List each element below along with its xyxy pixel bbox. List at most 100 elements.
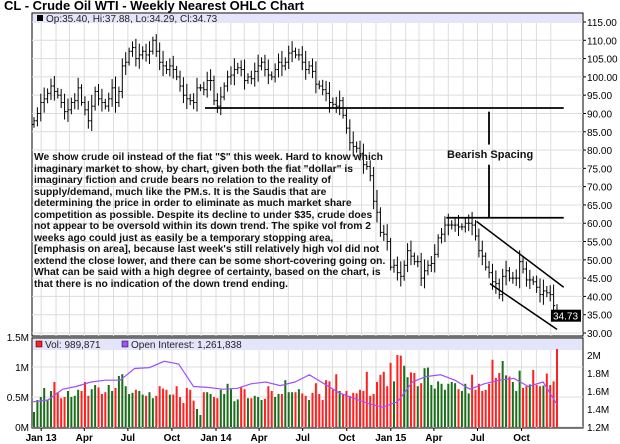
volume-bar: [267, 386, 270, 427]
volume-bar: [355, 393, 358, 427]
volume-bar: [342, 394, 345, 427]
volume-bar: [348, 395, 351, 427]
volume-bar: [284, 380, 287, 427]
volume-bar: [287, 392, 290, 427]
volume-bar: [484, 389, 487, 427]
volume-bar: [63, 397, 66, 427]
volume-bar: [528, 384, 531, 427]
volume-bar: [477, 383, 480, 427]
volume-bar: [328, 381, 331, 427]
volume-bar: [311, 392, 314, 427]
volume-bar: [253, 395, 256, 427]
volume-bar: [141, 394, 144, 427]
volume-tick-label: 1M: [15, 363, 29, 374]
oi-tick-label: 2M: [587, 351, 601, 362]
price-tick-label: 45.00: [587, 274, 612, 285]
x-tick-label: Jan 13: [26, 433, 58, 444]
x-tick-label: Apr: [250, 433, 267, 444]
volume-bar: [443, 389, 446, 427]
volume-bar: [209, 394, 212, 427]
x-tick-label: Jul: [295, 433, 310, 444]
price-tick-label: 95.00: [587, 91, 612, 102]
volume-bar: [260, 400, 263, 427]
volume-bar: [199, 415, 202, 427]
volume-bar: [359, 389, 362, 427]
volume-bar: [263, 398, 266, 427]
volume-bar: [457, 389, 460, 427]
vol-legend: Vol: 989,871: [45, 340, 101, 351]
volume-bar: [345, 391, 348, 427]
volume-bar: [148, 392, 151, 427]
volume-bar: [389, 362, 392, 427]
volume-bar: [525, 386, 528, 427]
volume-bar: [107, 385, 110, 427]
volume-bar: [515, 391, 518, 427]
volume-bar: [117, 376, 120, 427]
volume-bar: [474, 389, 477, 427]
price-tick-label: 105.00: [587, 55, 618, 66]
volume-bar: [532, 370, 535, 427]
volume-bar: [182, 403, 185, 427]
price-legend-swatch: [37, 15, 43, 21]
volume-bar: [314, 383, 317, 427]
volume-bar: [508, 376, 511, 427]
volume-bar: [382, 371, 385, 427]
volume-bar: [399, 355, 402, 427]
volume-bar: [488, 383, 491, 427]
volume-bar: [447, 383, 450, 427]
volume-bar: [189, 389, 192, 427]
volume-bar: [274, 397, 277, 427]
volume-bar: [494, 377, 497, 427]
volume-bar: [280, 394, 283, 427]
volume-tick-label: 0.5M: [7, 393, 29, 404]
volume-bar: [179, 397, 182, 427]
volume-bar: [369, 395, 372, 427]
volume-bar: [257, 397, 260, 427]
volume-bar: [77, 389, 80, 427]
volume-bar: [134, 389, 137, 427]
volume-bar: [151, 398, 154, 427]
x-tick-label: Apr: [76, 433, 93, 444]
oi-tick-label: 1.2M: [587, 423, 609, 434]
price-panel: [31, 12, 584, 337]
volume-bar: [49, 391, 52, 427]
volume-bar: [185, 388, 188, 427]
volume-bar: [467, 393, 470, 427]
volume-bar: [90, 389, 93, 427]
volume-bar: [56, 392, 59, 427]
x-tick-label: Jan 14: [200, 433, 232, 444]
price-tick-label: 75.00: [587, 164, 612, 175]
volume-bar: [454, 383, 457, 427]
volume-bar: [352, 392, 355, 427]
volume-bar: [124, 386, 127, 427]
volume-bar: [325, 380, 328, 427]
price-tick-label: 80.00: [587, 146, 612, 157]
volume-bar: [416, 386, 419, 427]
volume-bar: [80, 391, 83, 427]
volume-bar: [301, 393, 304, 427]
volume-bar: [66, 391, 69, 427]
x-tick-label: Jul: [470, 433, 485, 444]
volume-bar: [437, 381, 440, 427]
volume-bar: [104, 392, 107, 427]
volume-bar: [223, 394, 226, 427]
volume-bar: [413, 373, 416, 427]
volume-bar: [128, 394, 131, 427]
volume-bar: [460, 391, 463, 427]
x-tick-label: Apr: [425, 433, 442, 444]
oi-tick-label: 1.4M: [587, 405, 609, 416]
volume-bar: [202, 392, 205, 427]
x-tick-label: Oct: [338, 433, 355, 444]
volume-bar: [471, 374, 474, 427]
volume-bar: [43, 388, 46, 427]
volume-bar: [165, 389, 168, 427]
volume-bar: [175, 386, 178, 427]
volume-bar: [168, 394, 171, 427]
last-price-label: 34.73: [553, 312, 578, 323]
volume-bar: [219, 389, 222, 427]
oi-legend-swatch: [121, 340, 129, 348]
volume-bar: [97, 387, 100, 427]
price-tick-label: 90.00: [587, 109, 612, 120]
volume-bar: [372, 394, 375, 427]
